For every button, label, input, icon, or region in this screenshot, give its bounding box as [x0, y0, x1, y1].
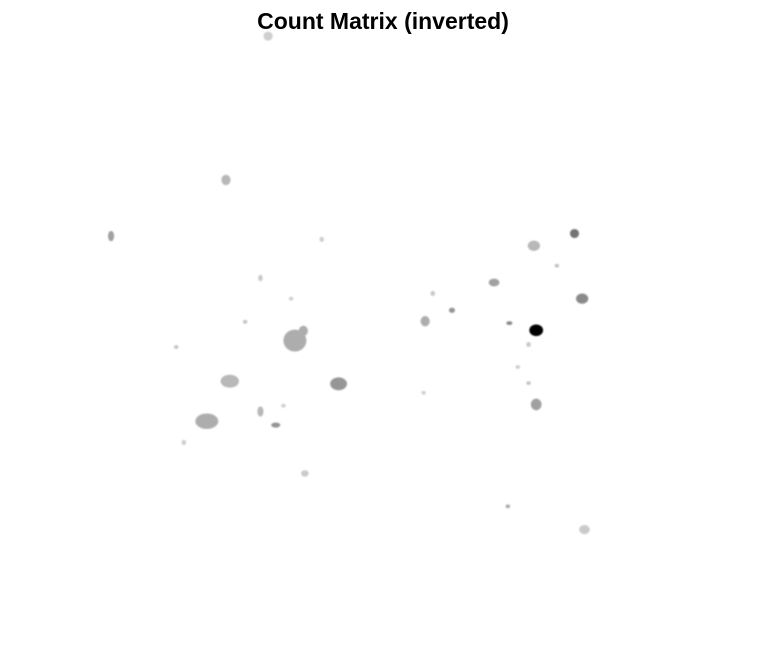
- heatmap-blob-26: [569, 228, 580, 239]
- heatmap-blob-21: [448, 307, 456, 313]
- heatmap-blob-5: [288, 296, 294, 301]
- heatmap-blob-18: [421, 390, 426, 395]
- heatmap-cells: [108, 31, 590, 535]
- heatmap-blob-17: [301, 470, 309, 477]
- heatmap-blob-30: [515, 365, 521, 369]
- heatmap-blob-10: [220, 374, 239, 388]
- heatmap-blob-15: [281, 403, 286, 408]
- heatmap-blob-14: [271, 422, 281, 428]
- chart-title: Count Matrix (inverted): [257, 8, 509, 34]
- plot-area: [0, 40, 766, 665]
- heatmap-blob-13: [257, 406, 264, 417]
- heatmap-blob-12: [195, 413, 219, 429]
- heatmap-blob-22: [488, 278, 500, 287]
- heatmap-blob-25: [554, 263, 560, 268]
- heatmap-blob-31: [526, 381, 531, 386]
- heatmap-blob-16: [181, 439, 187, 446]
- heatmap-blob-3: [319, 236, 325, 242]
- heatmap-blob-6: [242, 319, 248, 324]
- heatmap-blob-8: [283, 329, 307, 352]
- heatmap-blob-28: [529, 324, 544, 337]
- heatmap-blob-9: [173, 345, 179, 349]
- heatmap-blob-11: [330, 377, 347, 391]
- heatmap-blob-23: [506, 321, 513, 326]
- heatmap-blob-34: [579, 525, 590, 535]
- heatmap-blob-2: [108, 230, 115, 242]
- heatmap-blob-4: [258, 274, 263, 282]
- heatmap-blob-29: [526, 341, 531, 348]
- heatmap-blob-20: [430, 290, 436, 297]
- heatmap-blob-0: [263, 31, 273, 41]
- heatmap-blob-33: [505, 504, 511, 509]
- heatmap-blob-32: [530, 398, 542, 411]
- heatmap-blob-27: [576, 293, 589, 304]
- heatmap-blob-1: [221, 174, 231, 186]
- heatmap-blob-19: [420, 316, 430, 327]
- heatmap-blob-24: [527, 240, 541, 251]
